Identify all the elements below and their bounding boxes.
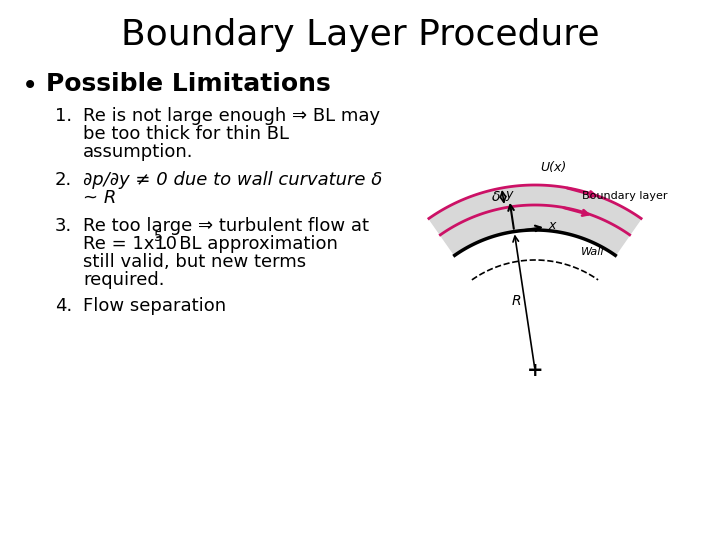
Text: Boundary Layer Procedure: Boundary Layer Procedure (121, 18, 599, 52)
Text: ~ R: ~ R (83, 189, 117, 207)
Text: ∂p/∂y ≠ 0 due to wall curvature δ: ∂p/∂y ≠ 0 due to wall curvature δ (83, 171, 382, 189)
Text: still valid, but new terms: still valid, but new terms (83, 253, 306, 271)
Text: Boundary layer: Boundary layer (582, 191, 667, 201)
Text: 4.: 4. (55, 297, 72, 315)
Text: 3.: 3. (55, 217, 72, 235)
Text: U(x): U(x) (540, 161, 566, 174)
Text: Re is not large enough ⇒ BL may: Re is not large enough ⇒ BL may (83, 107, 380, 125)
Text: Re too large ⇒ turbulent flow at: Re too large ⇒ turbulent flow at (83, 217, 369, 235)
Text: Possible Limitations: Possible Limitations (46, 72, 330, 96)
Text: 5: 5 (154, 230, 163, 244)
Text: be too thick for thin BL: be too thick for thin BL (83, 125, 289, 143)
Text: +: + (527, 361, 544, 380)
Text: required.: required. (83, 271, 164, 289)
Text: 1.: 1. (55, 107, 72, 125)
Text: assumption.: assumption. (83, 143, 194, 161)
Text: Re = 1x10: Re = 1x10 (83, 235, 177, 253)
Text: •: • (22, 72, 38, 100)
Text: δ: δ (492, 190, 501, 204)
Text: x: x (548, 219, 556, 232)
Polygon shape (429, 185, 641, 255)
Text: Flow separation: Flow separation (83, 297, 226, 315)
Text: 2.: 2. (55, 171, 72, 189)
Text: .  BL approximation: . BL approximation (162, 235, 338, 253)
Text: R: R (512, 294, 521, 308)
Text: Wall: Wall (581, 247, 605, 257)
Text: y: y (505, 188, 513, 201)
